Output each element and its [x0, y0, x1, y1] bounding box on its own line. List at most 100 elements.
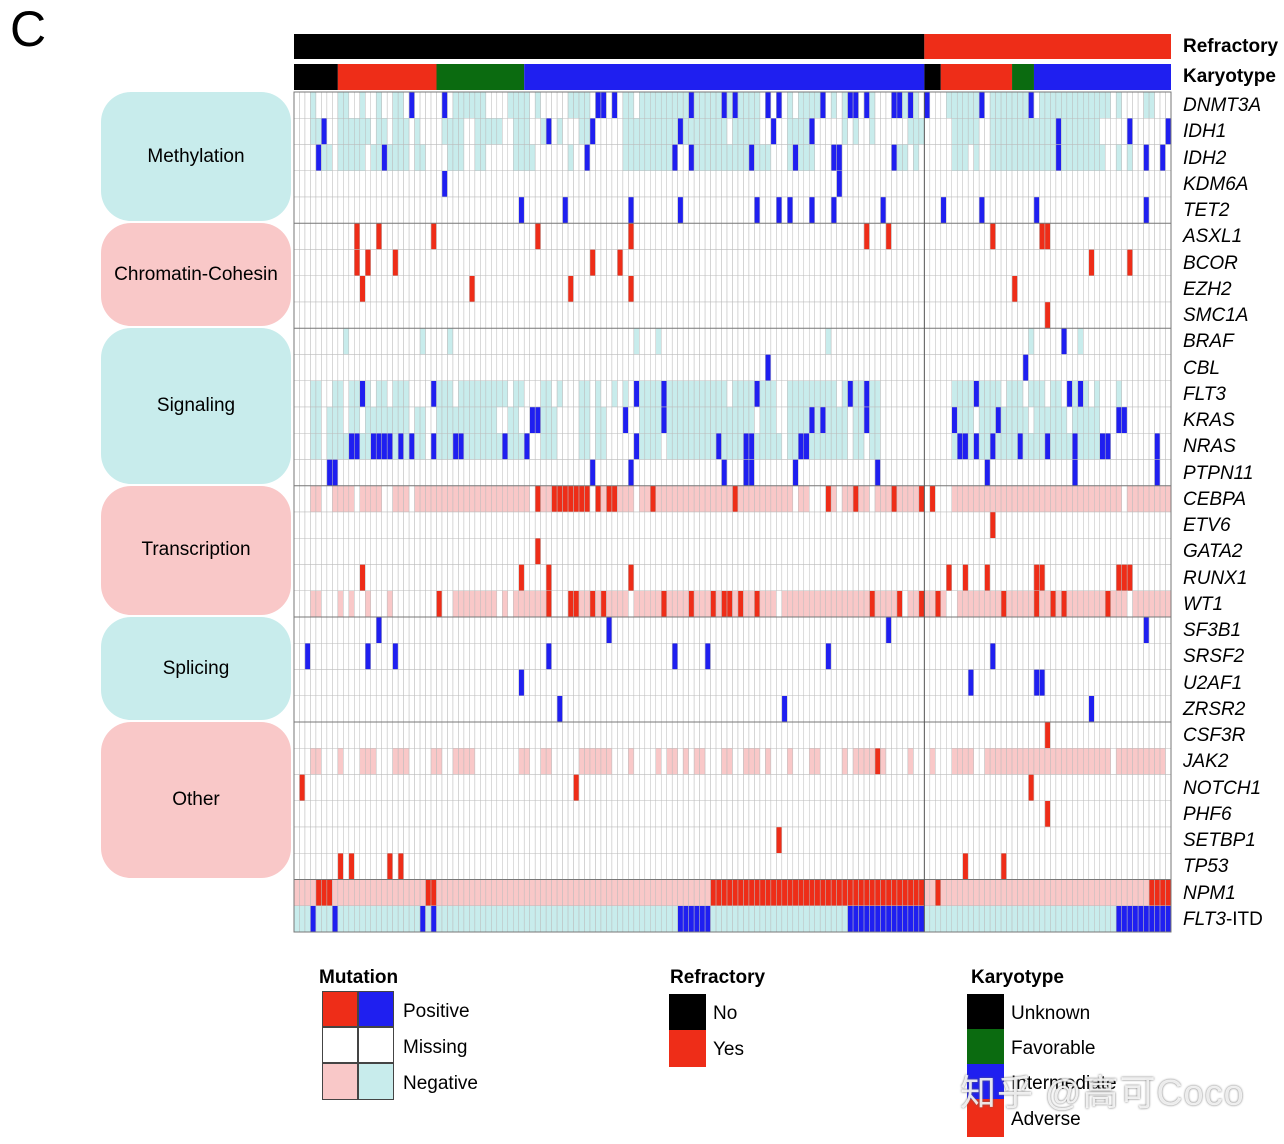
cell-kras: [562, 406, 569, 434]
cell-gata2: [414, 538, 421, 565]
cell-sf3b1: [617, 616, 624, 644]
cell-braf: [918, 328, 925, 355]
cell-ptpn11: [545, 459, 552, 486]
cell-wt1: [1159, 590, 1166, 618]
cell-ptpn11: [951, 459, 958, 486]
cell-notch1: [337, 774, 344, 801]
cell-asxl1: [924, 223, 931, 250]
cell-asxl1: [798, 223, 805, 250]
cell-setbp1: [743, 826, 750, 854]
cell-asxl1: [885, 223, 892, 250]
cell-sf3b1: [995, 616, 1002, 644]
cell-bcor: [907, 249, 914, 276]
cell-idh1: [803, 118, 810, 145]
cell-zrsr2: [896, 695, 903, 723]
cell-kras: [737, 406, 744, 434]
cell-kras: [507, 406, 514, 434]
cell-srsf2: [1165, 643, 1172, 670]
cell-zrsr2: [885, 695, 892, 723]
cell-nras: [502, 433, 509, 460]
cell-idh2: [929, 144, 936, 171]
cell-cebpa: [776, 485, 783, 513]
cell-tp53: [513, 853, 519, 880]
cell-etv6: [1094, 511, 1100, 539]
cell-tet2: [452, 196, 459, 224]
cell-tet2: [1044, 196, 1051, 224]
cell-dnmt3a: [370, 91, 377, 119]
cell-dnmt3a: [540, 91, 547, 119]
cell-npm1: [458, 879, 465, 906]
cell-npm1: [710, 879, 717, 906]
cell-cbl: [956, 354, 963, 381]
cell-gata2: [967, 538, 974, 565]
cell-phf6: [332, 800, 339, 828]
cell-runx1: [589, 564, 596, 591]
cell-idh1: [671, 118, 678, 145]
cell-dnmt3a: [1055, 91, 1062, 119]
cell-smc1a: [699, 301, 706, 329]
cell-cebpa: [1126, 485, 1133, 513]
cell-jak2: [693, 748, 700, 775]
cell-etv6: [375, 511, 382, 539]
cell-bcor: [332, 249, 339, 276]
cell-sf3b1: [787, 616, 794, 644]
cell-wt1: [924, 590, 931, 618]
cell-tet2: [425, 196, 432, 224]
cell-csf3r: [973, 721, 980, 749]
cell-npm1: [1017, 879, 1024, 906]
cell-sf3b1: [458, 616, 465, 644]
cell-csf3r: [589, 721, 596, 749]
cell-phf6: [1033, 800, 1040, 828]
cell-u2af1: [425, 669, 432, 696]
cell-gata2: [491, 538, 498, 565]
cell-tet2: [973, 196, 980, 224]
cell-jak2: [803, 748, 810, 775]
cell-kras: [869, 406, 876, 434]
cell-etv6: [1104, 511, 1111, 539]
cell-kras: [584, 406, 591, 434]
cell-notch1: [677, 774, 684, 801]
cell-kdm6a: [1137, 170, 1144, 198]
cell-runx1: [1143, 564, 1150, 591]
cell-ptpn11: [299, 459, 306, 486]
cell-dnmt3a: [611, 91, 618, 119]
cell-gata2: [304, 538, 311, 565]
cell-jak2: [633, 748, 640, 775]
cell-dnmt3a: [606, 91, 613, 119]
cell-kras: [496, 406, 503, 434]
cell-dnmt3a: [469, 91, 476, 119]
cell-dnmt3a: [578, 91, 585, 119]
cell-smc1a: [617, 301, 624, 329]
cell-kras: [403, 406, 410, 434]
cell-ptpn11: [819, 459, 826, 486]
cell-bcor: [392, 249, 399, 276]
cell-notch1: [721, 774, 728, 801]
cell-csf3r: [414, 721, 421, 749]
cell-kdm6a: [419, 170, 426, 198]
cell-braf: [1066, 328, 1073, 355]
cell-csf3r: [1039, 721, 1046, 749]
cell-dnmt3a: [562, 91, 569, 119]
cell-wt1: [787, 590, 794, 618]
cell-idh1: [825, 118, 832, 145]
cell-bcor: [803, 249, 810, 276]
cell-sf3b1: [929, 616, 936, 644]
cell-etv6: [896, 511, 903, 539]
cell-runx1: [617, 564, 624, 591]
cell-kras: [913, 406, 920, 434]
cell-idh1: [430, 118, 437, 145]
cell-runx1: [304, 564, 311, 591]
cell-ezh2: [940, 275, 947, 303]
cell-setbp1: [1110, 826, 1117, 854]
cell-smc1a: [337, 301, 344, 329]
cell-tet2: [754, 196, 761, 224]
cell-jak2: [573, 748, 580, 775]
cell-tp53: [611, 853, 618, 880]
cell-bcor: [1104, 249, 1111, 276]
cell-wt1: [962, 590, 969, 618]
cell-ezh2: [913, 275, 920, 303]
cell-npm1: [874, 879, 881, 906]
cell-notch1: [995, 774, 1002, 801]
cell-cbl: [1165, 354, 1172, 381]
cell-sf3b1: [743, 616, 750, 644]
